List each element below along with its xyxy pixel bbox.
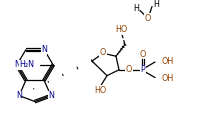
Text: OH: OH xyxy=(162,74,174,83)
Text: O: O xyxy=(126,65,132,74)
Text: O: O xyxy=(140,50,146,59)
Text: N: N xyxy=(41,45,47,54)
Text: HO: HO xyxy=(94,86,106,95)
Text: N: N xyxy=(16,91,22,100)
Text: N: N xyxy=(14,60,20,69)
Text: P: P xyxy=(141,65,145,74)
Text: H₂N: H₂N xyxy=(19,60,34,69)
Text: H: H xyxy=(133,4,139,13)
Text: O: O xyxy=(100,48,106,57)
Text: H: H xyxy=(153,0,159,9)
Text: HO: HO xyxy=(115,25,127,34)
Text: OH: OH xyxy=(162,57,174,66)
Text: N: N xyxy=(48,91,54,100)
Text: O: O xyxy=(145,14,151,23)
